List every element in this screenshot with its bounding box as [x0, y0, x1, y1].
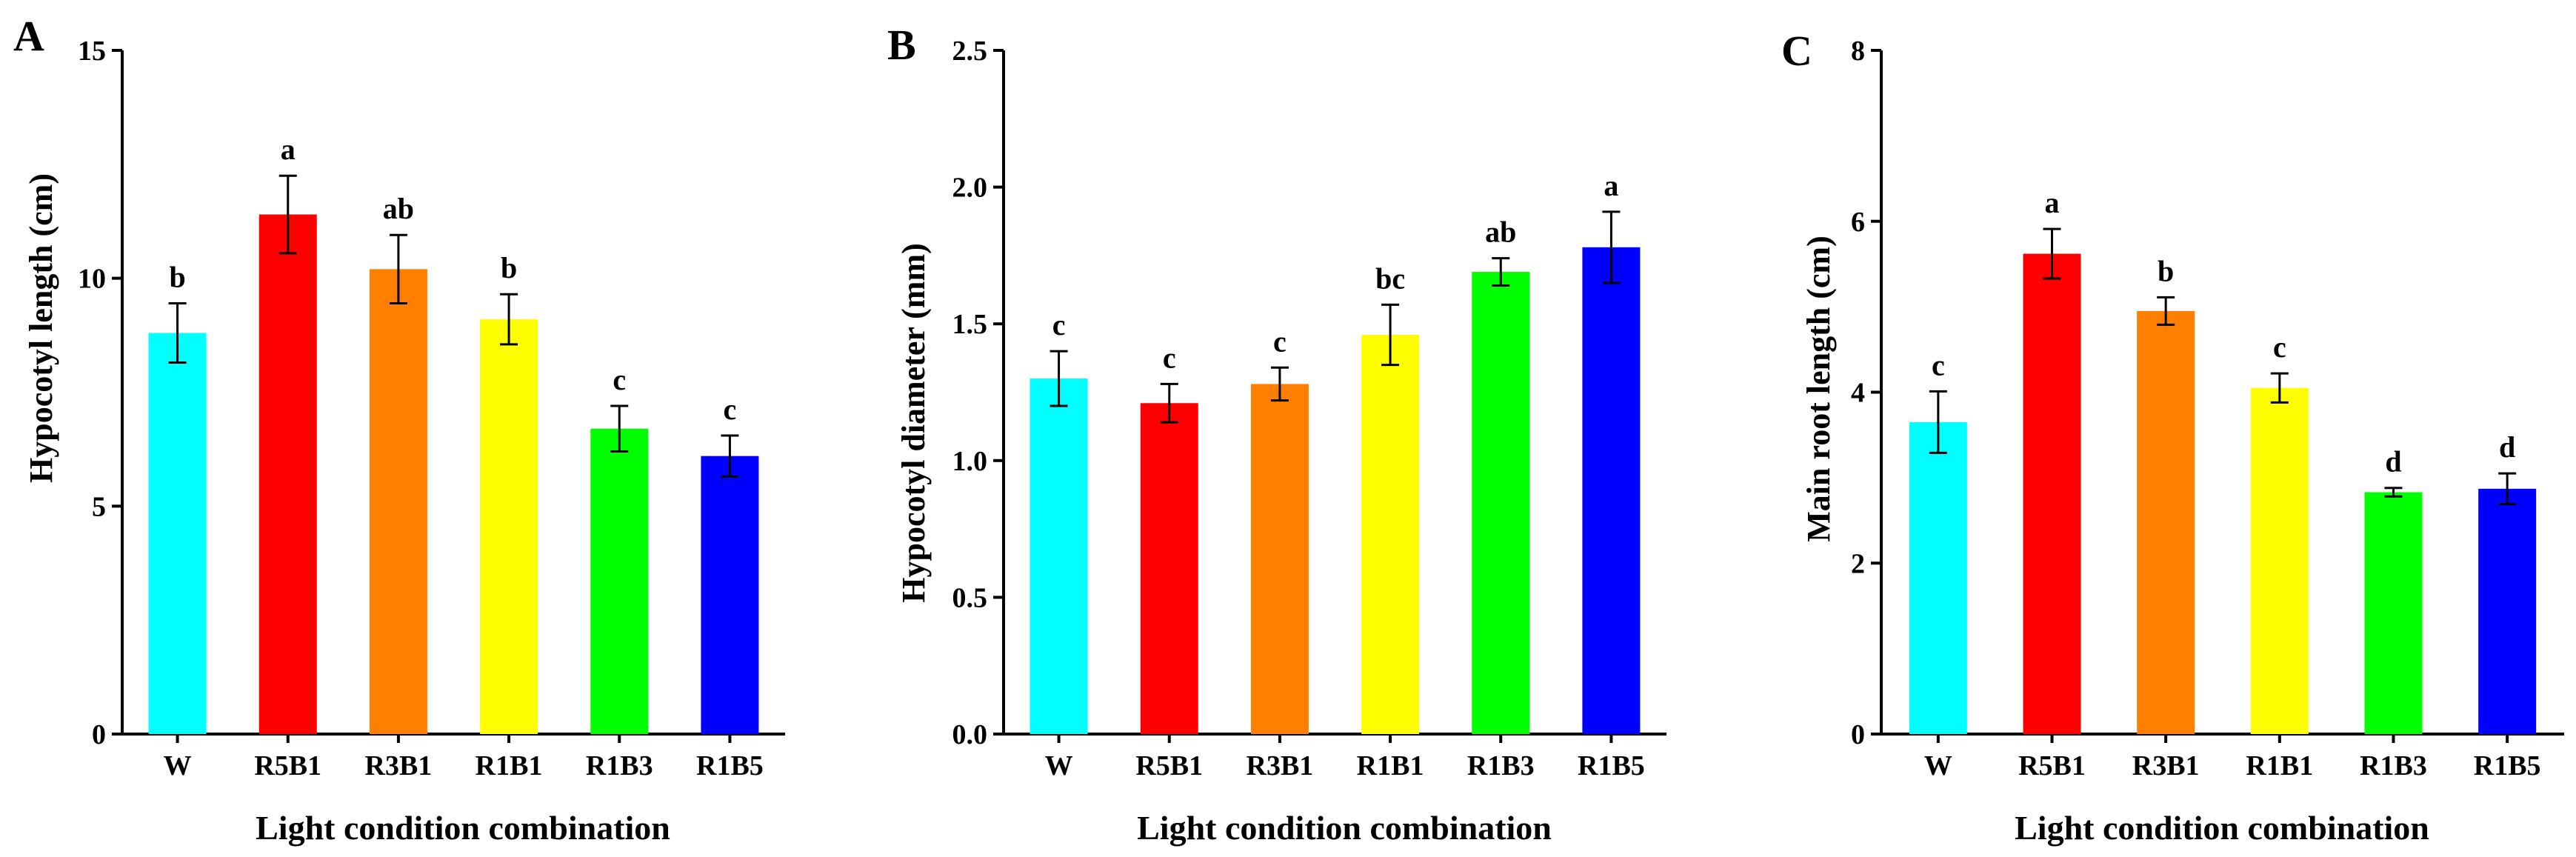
- significance-letter-a: c: [724, 393, 737, 426]
- bar-a-r1b3: [590, 428, 649, 734]
- y-tick-label-c: 0: [1851, 719, 1865, 750]
- bar-b-r1b3: [1472, 272, 1530, 734]
- plot-area-a: 0 5 10 15 b Wa R5B1 ab R3B1 b R1B1 c R1B3 c R1B5: [78, 36, 785, 781]
- significance-letter-b: c: [1052, 308, 1066, 341]
- y-tick-label-c: 2: [1851, 548, 1865, 579]
- significance-letter-c: d: [2499, 430, 2515, 464]
- x-tick-label-b: W: [1045, 750, 1073, 781]
- bar-a-w: [148, 333, 207, 734]
- significance-letter-a: b: [501, 251, 517, 284]
- x-tick-label-c: R5B1: [2018, 750, 2086, 781]
- bar-b-r1b1: [1361, 334, 1420, 734]
- y-axis-label-b: Hypocotyl diameter (mm): [895, 243, 932, 603]
- x-tick-label-c: W: [1924, 750, 1952, 781]
- bar-a-r5b1: [258, 214, 317, 734]
- y-tick-label-b: 2.0: [952, 173, 988, 204]
- significance-letter-b: c: [1273, 324, 1287, 358]
- bar-b-r1b5: [1582, 247, 1641, 735]
- bar-b-w: [1030, 379, 1088, 734]
- y-tick-label-c: 8: [1851, 36, 1865, 67]
- y-tick-label-a: 15: [78, 36, 106, 67]
- panel-letter-a: A: [13, 12, 44, 60]
- panel-letter-b: B: [887, 21, 916, 69]
- y-tick-label-b: 1.0: [952, 446, 988, 477]
- plot-area-c: 0 2 4 6 8 c Wa R5B1 b R3B1 c R1B1 d R1B3 d R1B5: [1851, 36, 2564, 781]
- x-tick-label-b: R3B1: [1247, 750, 1314, 781]
- y-axis-label-a: Hypocotyl length (cm): [23, 173, 59, 483]
- significance-letter-b: a: [1604, 169, 1618, 202]
- significance-letter-c: b: [2158, 254, 2174, 287]
- significance-letter-b: bc: [1375, 261, 1405, 295]
- bar-a-r3b1: [369, 269, 427, 734]
- x-tick-label-c: R1B5: [2474, 750, 2541, 781]
- bar-b-r5b1: [1140, 403, 1198, 734]
- bar-c-r1b1: [2250, 387, 2309, 734]
- significance-letter-b: c: [1163, 341, 1176, 374]
- x-tick-label-c: R1B1: [2246, 750, 2313, 781]
- plot-area-b: 0.0 0.5 1.0 1.5 2.0 2.5 c Wc R5B1 c R3B1 bc R1B1 ab R1…: [952, 36, 1666, 781]
- y-tick-label-b: 0.0: [952, 719, 988, 750]
- x-tick-label-a: R5B1: [254, 750, 321, 781]
- x-tick-label-b: R5B1: [1135, 750, 1203, 781]
- bar-c-w: [1909, 421, 1967, 734]
- panel-c: C Main root length (cm) Light condition …: [1781, 27, 2564, 847]
- x-tick-label-b: R1B1: [1357, 750, 1424, 781]
- y-tick-label-b: 1.5: [952, 309, 988, 340]
- x-axis-label-a: Light condition combination: [256, 809, 670, 847]
- x-tick-label-a: R1B1: [476, 750, 543, 781]
- x-tick-label-c: R3B1: [2132, 750, 2200, 781]
- x-tick-label-a: R3B1: [365, 750, 433, 781]
- significance-letter-b: ab: [1485, 216, 1516, 249]
- y-tick-label-b: 0.5: [952, 582, 988, 613]
- bar-c-r5b1: [2023, 253, 2081, 734]
- x-tick-label-b: R1B5: [1578, 750, 1645, 781]
- significance-letter-a: c: [613, 363, 626, 396]
- x-axis-label-b: Light condition combination: [1137, 809, 1552, 847]
- panel-letter-c: C: [1781, 27, 1812, 75]
- y-tick-label-c: 6: [1851, 207, 1865, 238]
- significance-letter-a: a: [281, 133, 296, 166]
- bar-c-r1b3: [2364, 492, 2423, 734]
- bar-c-r3b1: [2137, 310, 2195, 734]
- y-tick-label-a: 5: [92, 491, 106, 522]
- bar-a-r1b1: [480, 319, 538, 735]
- y-tick-label-c: 4: [1851, 378, 1865, 409]
- significance-letter-c: d: [2385, 445, 2401, 478]
- x-tick-label-c: R1B3: [2360, 750, 2427, 781]
- y-tick-label-a: 0: [92, 719, 106, 750]
- x-tick-label-a: R1B5: [696, 750, 764, 781]
- significance-letter-c: a: [2045, 186, 2060, 219]
- x-tick-label-a: R1B3: [586, 750, 653, 781]
- significance-letter-a: b: [169, 261, 185, 294]
- x-axis-label-c: Light condition combination: [2015, 809, 2429, 847]
- panel-b: B Hypocotyl diameter (mm) Light conditio…: [887, 21, 1666, 847]
- bar-c-r1b5: [2478, 488, 2537, 734]
- significance-letter-a: ab: [383, 192, 414, 225]
- y-axis-label-c: Main root length (cm): [1801, 236, 1837, 541]
- significance-letter-c: c: [1932, 348, 1945, 381]
- y-tick-label-a: 10: [78, 264, 106, 295]
- x-tick-label-a: W: [164, 750, 192, 781]
- bar-b-r3b1: [1250, 384, 1309, 734]
- x-tick-label-b: R1B3: [1467, 750, 1535, 781]
- significance-letter-c: c: [2273, 330, 2286, 364]
- y-tick-label-b: 2.5: [952, 36, 988, 67]
- panel-a: A Hypocotyl length (cm) Light condition …: [13, 12, 785, 847]
- bar-a-r1b5: [701, 456, 759, 734]
